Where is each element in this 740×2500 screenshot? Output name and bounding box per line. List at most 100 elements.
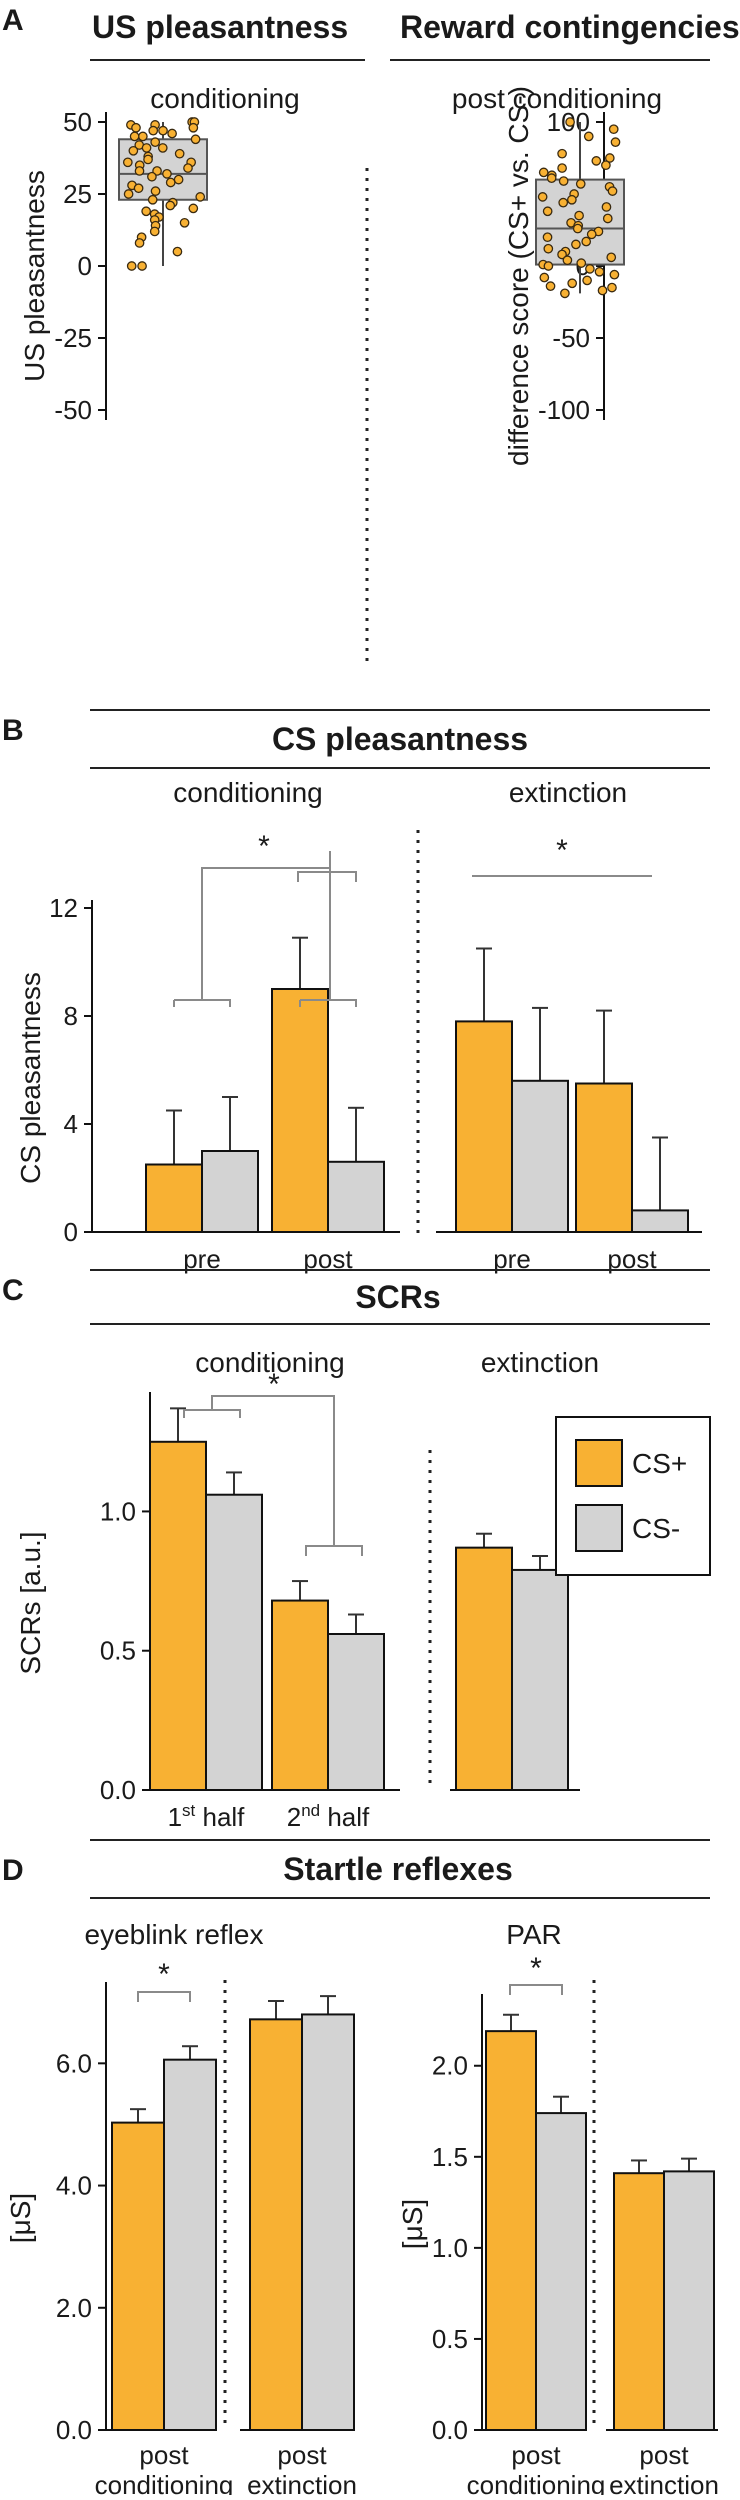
A1-data-point (138, 131, 148, 142)
A2-data-point (537, 192, 548, 202)
C-sig-star: * (268, 1368, 280, 1401)
C-y-tick-label: 1.0 (100, 1496, 136, 1526)
D2-sig-star: * (530, 1952, 542, 1985)
A1-y-axis-title: US pleasantness (19, 170, 50, 382)
D2-bar-cs-minus (535, 2112, 587, 2432)
A1-data-point (134, 238, 145, 248)
A2-data-point (601, 160, 611, 171)
panel-b-title: CS pleasantness (272, 721, 528, 757)
par-bar-chart: 0.00.51.01.52.0[μS]postconditioningposte… (397, 1952, 719, 2500)
D2-y-tick-label: 1.5 (432, 2142, 468, 2172)
A2-data-point (542, 232, 553, 243)
D2-y-tick-label: 2.0 (432, 2051, 468, 2081)
panel-a-right-subtitle: post conditioning (452, 83, 662, 114)
A1-data-point (126, 261, 137, 271)
A2-y-tick-label: -50 (552, 323, 590, 353)
A1-y-tick-label: 25 (63, 179, 92, 209)
A1-y-tick-label: 50 (63, 107, 92, 137)
C-x-tick-label: 1st half (168, 1801, 246, 1832)
A2-data-point (558, 176, 569, 186)
B-bar-cs-minus (631, 1209, 689, 1234)
A2-data-point (560, 288, 570, 299)
A1-data-point (141, 206, 152, 217)
B-sig-star: * (556, 834, 568, 867)
D2-bar-cs-plus (613, 2172, 665, 2431)
A2-data-point (602, 213, 613, 224)
A1-data-point (158, 125, 168, 136)
A2-data-point (597, 285, 608, 296)
B-bar-cs-plus (575, 1082, 633, 1233)
B-bar-cs-minus (327, 1160, 385, 1234)
B-y-tick-label: 12 (49, 893, 78, 923)
A2-data-point (567, 194, 577, 205)
A2-data-point (575, 179, 586, 189)
A2-data-point (576, 258, 587, 268)
D2-x-tick-label-line1: post (511, 2440, 561, 2470)
D2-y-tick-label: 1.0 (432, 2233, 468, 2263)
legend-label-cs-minus: CS- (632, 1513, 680, 1544)
panel-d-subtitle-par: PAR (506, 1919, 562, 1950)
A1-data-point (141, 143, 152, 153)
A1-data-point (148, 125, 159, 136)
panel-a-right-title: Reward contingencies (400, 9, 740, 45)
D1-x-tick-label-line2: extinction (247, 2470, 357, 2495)
B-bar-cs-plus (271, 988, 329, 1233)
B-y-tick-label: 0 (64, 1217, 78, 1247)
D2-sig-bracket (509, 1984, 563, 1995)
A1-data-point (183, 163, 193, 173)
A1-data-point (165, 177, 176, 188)
A2-data-point (546, 173, 557, 184)
D2-y-axis-title: [μS] (397, 2199, 428, 2249)
A2-data-point (542, 206, 553, 217)
panel-c-subtitle-extinction: extinction (481, 1347, 599, 1378)
A1-data-point (137, 261, 147, 271)
A2-data-point (567, 278, 578, 289)
C-sig-bracket-first (183, 1409, 241, 1418)
A1-data-point (129, 131, 140, 142)
C-x-tick-label: 2nd half (287, 1801, 370, 1832)
C-bar-cs-minus (205, 1493, 263, 1791)
A2-data-point (581, 236, 592, 247)
panel-c-letter: C (2, 1274, 24, 1307)
B-bar-cs-plus (455, 1020, 513, 1234)
D1-x-tick-label-line1: post (139, 2440, 189, 2470)
B-y-axis-title: CS pleasantness (15, 972, 46, 1184)
D2-y-tick-label: 0.5 (432, 2324, 468, 2354)
legend-label-cs-plus: CS+ (632, 1448, 687, 1479)
panel-d-title: Startle reflexes (283, 1851, 512, 1887)
panel-a-left-title: US pleasantness (92, 9, 348, 45)
A2-y-axis-title: difference score (CS+ vs. CS-) (503, 86, 534, 466)
A1-data-point (173, 174, 184, 185)
legend-swatch-cs-plus (575, 1439, 623, 1487)
C-sig-bracket-second (305, 1545, 363, 1556)
A2-data-point (608, 124, 619, 135)
D1-bar-cs-minus (301, 2013, 355, 2431)
A2-data-point (601, 202, 612, 212)
B-y-tick-label: 4 (64, 1109, 78, 1139)
A1-data-point (147, 194, 158, 205)
A2-data-point (585, 264, 595, 274)
A2-data-point (565, 117, 575, 127)
D2-x-tick-label-line2: conditioning (467, 2470, 606, 2495)
A1-data-point (150, 186, 161, 196)
panel-b-letter: B (2, 714, 24, 747)
D1-sig-star: * (158, 1958, 170, 1991)
C-bar-cs-minus (327, 1633, 385, 1791)
A1-data-point (188, 122, 199, 133)
eyeblink-bar-chart: 0.02.04.06.0[μS]postconditioningpostexti… (5, 1958, 357, 2500)
A1-data-point (172, 246, 183, 257)
A1-data-point (143, 154, 153, 165)
C-y-tick-label: 0.0 (100, 1775, 136, 1805)
A1-data-point (122, 157, 133, 168)
B-bar-cs-plus (145, 1163, 203, 1233)
A2-data-point (574, 210, 584, 221)
A1-data-point (149, 226, 160, 237)
A2-data-point (609, 269, 620, 280)
B-sig-bracket-post (299, 999, 357, 1007)
A2-data-point (591, 156, 602, 166)
C-bar-cs-plus (455, 1546, 513, 1791)
